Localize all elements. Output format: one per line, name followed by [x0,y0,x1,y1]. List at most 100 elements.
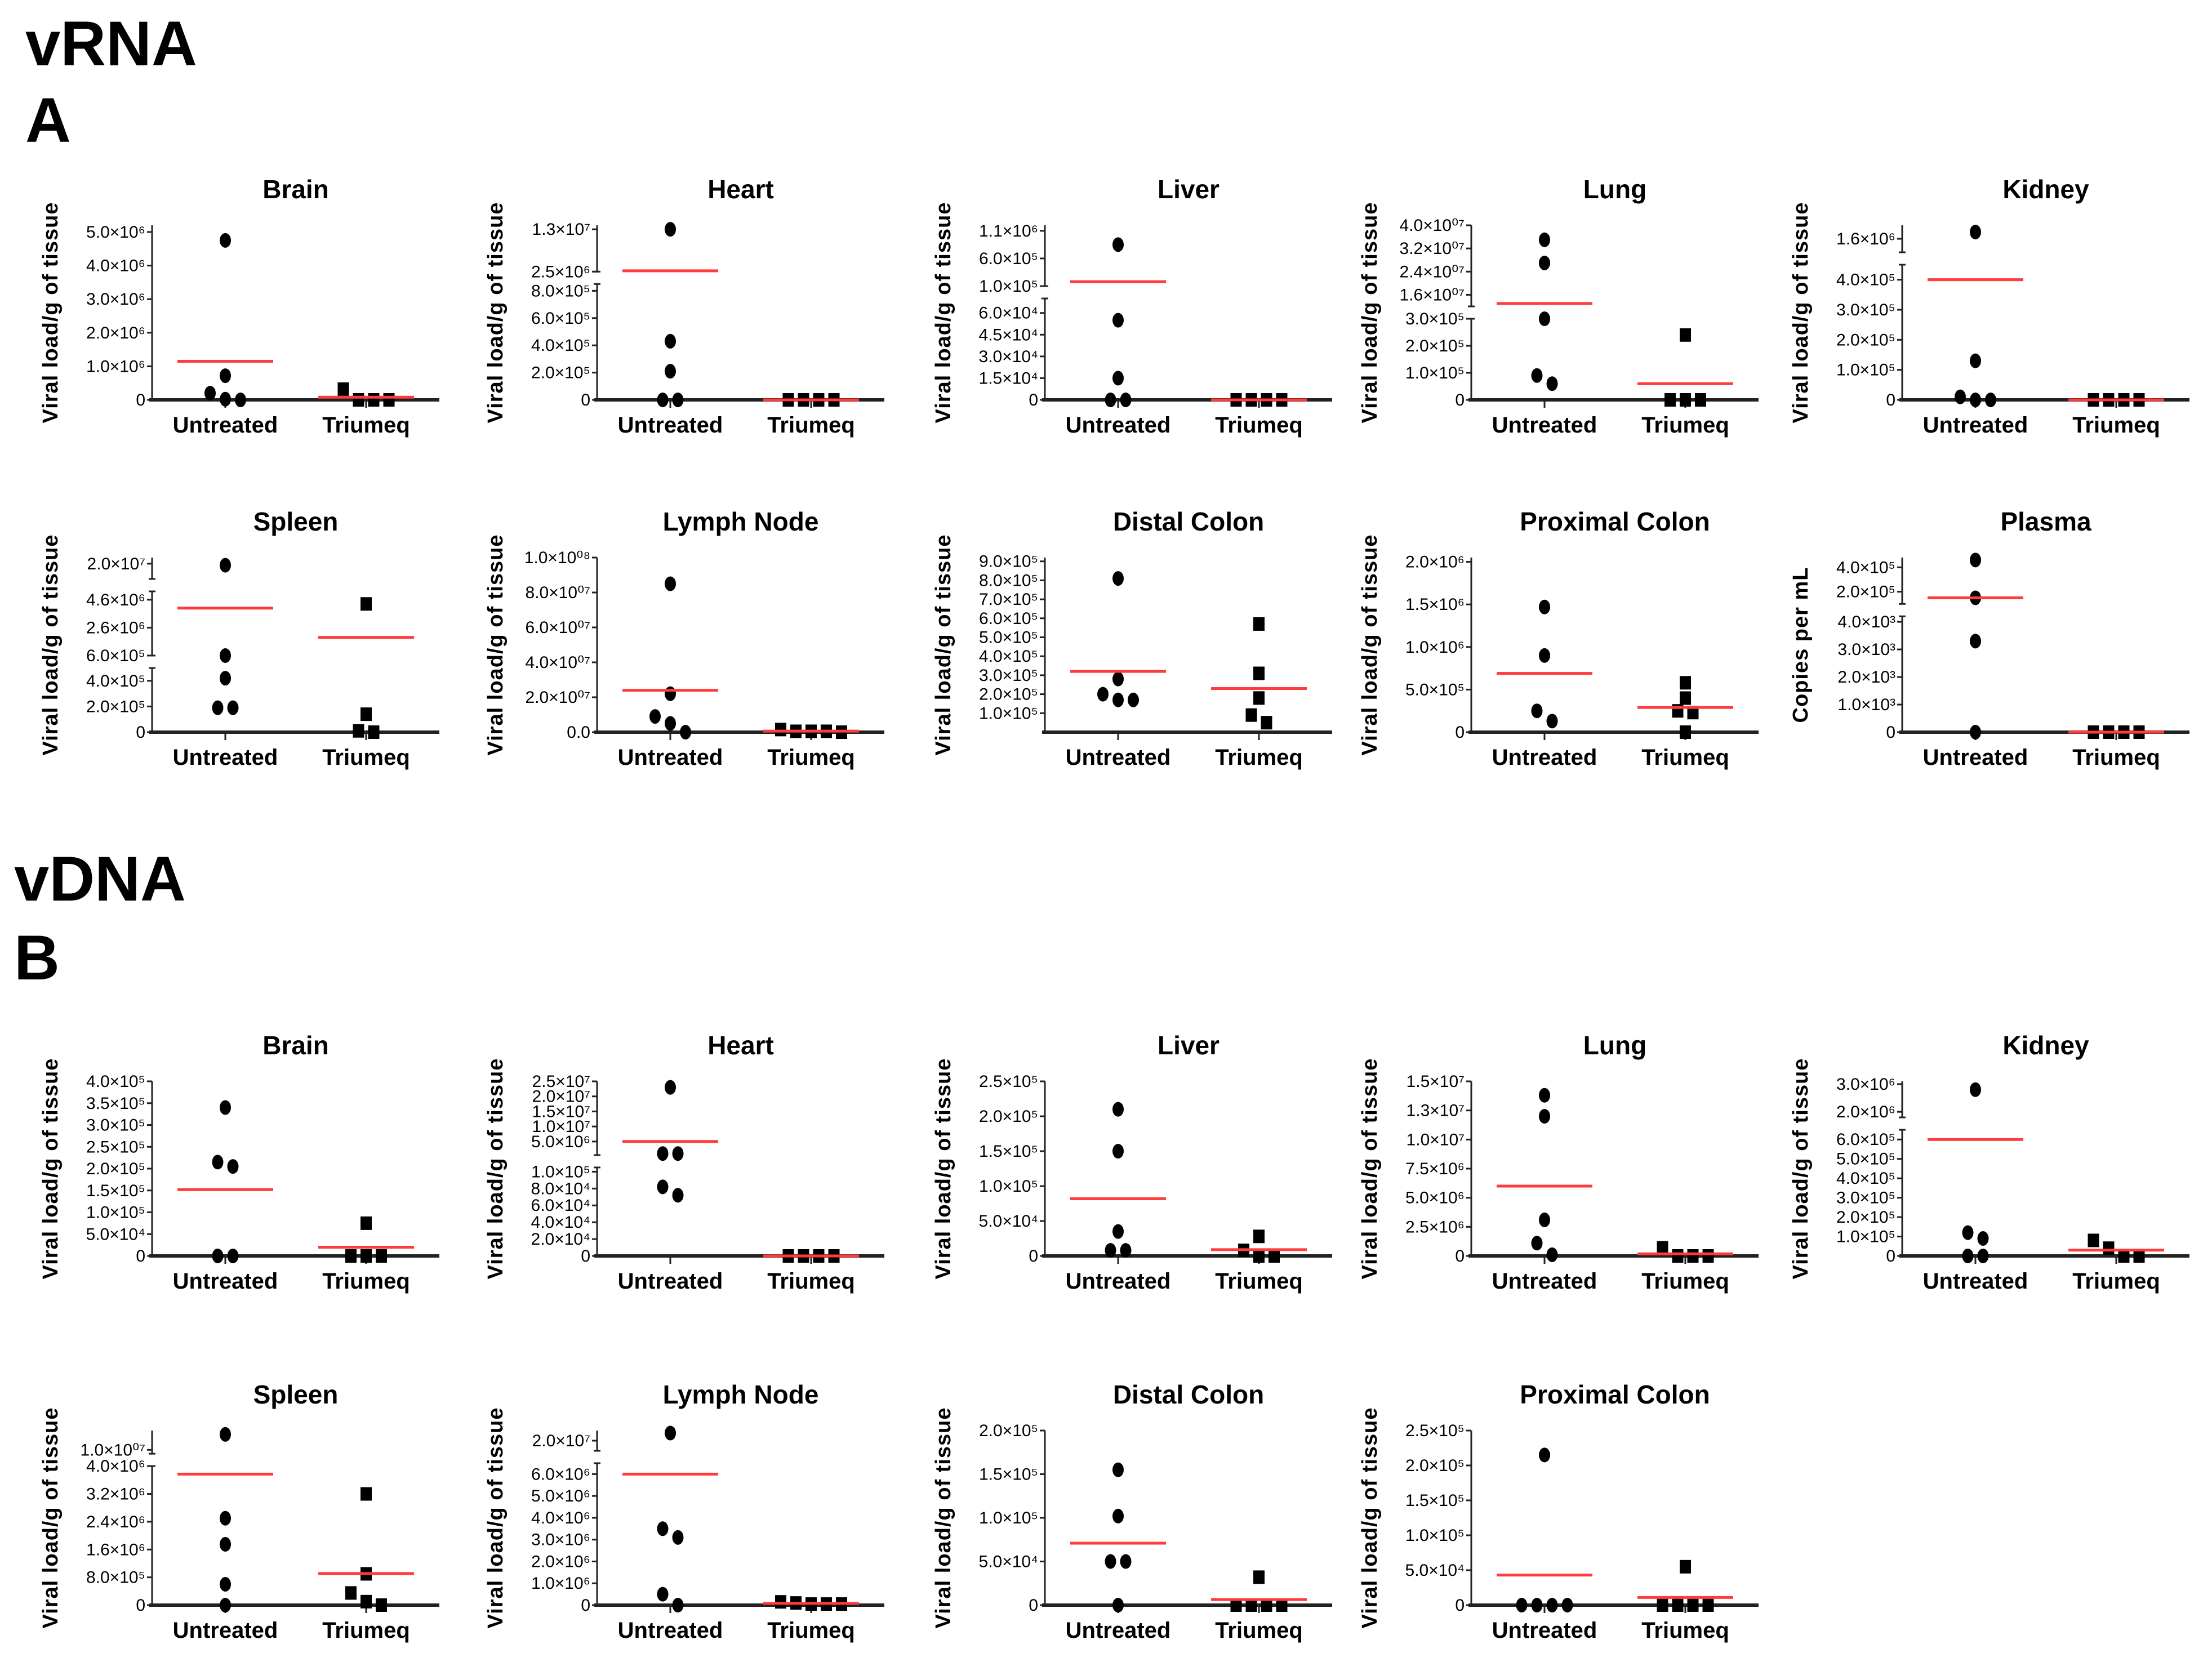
y-tick-label: 1.5×10⁵ [979,1465,1038,1484]
data-point-triumeq [1261,1598,1272,1612]
y-axis-label: Viral load/g of tissue [39,1058,63,1280]
chart-svg: Spleen Viral load/g of tissue 0 2.0×10⁵ 4.0×… [39,507,439,770]
y-tick-label: 7.0×10⁵ [979,590,1038,609]
data-point-untreated [1539,1212,1550,1227]
y-tick-label: 0 [1886,391,1895,409]
data-point-untreated [1970,1082,1981,1097]
data-point-untreated [227,1249,239,1263]
y-tick-label: 2.0×10⁵ [1836,331,1895,349]
chart-B-spleen: Spleen Viral load/g of tissue 0 8.0×10⁵ 1.6×… [28,1369,462,1650]
x-category-label: Untreated [1492,1269,1597,1294]
y-tick-label: 1.0×10⁵ [979,277,1038,296]
data-point-triumeq [1657,1241,1668,1255]
data-point-triumeq [1253,666,1265,680]
y-tick-label: 4.0×10⁶ [531,1509,590,1527]
data-point-triumeq [353,393,364,407]
data-point-triumeq [1261,716,1272,730]
y-tick-label: 1.0×10⁶ [86,357,145,376]
y-tick-label: 2.5×10⁶ [531,262,590,281]
y-tick-label: 0 [581,391,590,409]
chart-title: Proximal Colon [1520,1380,1710,1409]
x-category-label: Triumeq [1215,745,1303,770]
data-point-untreated [1531,1236,1543,1251]
data-point-untreated [1112,1598,1124,1612]
y-tick-label: 1.6×10⁶ [1836,230,1895,248]
data-point-triumeq [1687,706,1699,720]
chart-svg: Liver Viral load/g of tissue 0 5.0×10⁴ 1.0×1… [932,1031,1332,1294]
data-point-untreated [1539,1088,1550,1103]
x-category-label: Untreated [1923,745,2028,770]
y-tick-label: 2.0×10⁵ [1405,337,1465,355]
y-tick-label: 8.0×10⁰⁷ [526,583,590,602]
chart-svg: Lymph Node Viral load/g of tissue 0.0 2.0×1… [484,507,884,770]
y-tick-label: 0 [1029,1596,1038,1615]
chart-title: Proximal Colon [1520,507,1710,536]
chart-A-kidney: Kidney Viral load/g of tissue 0 1.0×10⁵ 2.0×… [1778,163,2212,445]
data-point-untreated [1546,376,1558,391]
y-tick-label: 2.0×10⁷ [532,1432,590,1450]
y-axis-label: Copies per mL [1789,567,1813,723]
data-point-untreated [1097,687,1109,702]
y-tick-label: 0 [581,1247,590,1266]
y-tick-label: 3.0×10⁶ [86,290,145,309]
y-tick-label: 2.0×10⁰⁷ [526,688,590,707]
data-point-triumeq [1695,393,1706,407]
y-tick-label: 2.0×10⁵ [86,1160,145,1178]
data-point-untreated [665,333,676,349]
data-point-triumeq [337,382,349,396]
chart-B-heart: Heart Viral load/g of tissue 0 2.0×10⁴ 4.0×1… [473,1019,907,1301]
chart-B-liver: Liver Viral load/g of tissue 0 5.0×10⁴ 1.0×1… [921,1019,1355,1301]
chart-title: Liver [1158,1031,1220,1060]
chart-A-spleen: Spleen Viral load/g of tissue 0 2.0×10⁵ 4.0×… [28,496,462,777]
y-tick-label: 3.0×10⁴ [979,347,1038,366]
x-category-label: Untreated [173,1618,278,1643]
data-point-untreated [665,576,676,591]
data-point-triumeq [1253,691,1265,705]
y-tick-label: 9.0×10⁵ [979,553,1038,571]
data-point-triumeq [1253,1229,1265,1244]
y-tick-label: 4.0×10⁵ [1836,558,1895,577]
chart-title: Plasma [2000,507,2091,536]
data-point-triumeq [1680,328,1691,342]
data-point-untreated [672,1188,684,1203]
y-tick-label: 1.0×10⁵ [1836,361,1895,380]
y-tick-label: 1.0×10⁵ [86,1204,145,1222]
y-tick-label: 1.0×10³ [1837,696,1895,714]
chart-svg: Distal Colon Viral load/g of tissue 0 5.0×1… [932,1380,1332,1643]
y-tick-label: 1.5×10⁶ [1405,595,1465,614]
y-tick-label: 4.0×10⁴ [531,1213,590,1232]
data-point-untreated [665,364,676,379]
chart-B-proximal-colon: Proximal Colon Viral load/g of tissue 0 5.0… [1347,1369,1781,1650]
chart-title: Spleen [253,1380,339,1409]
data-point-untreated [212,700,224,715]
chart-svg: Spleen Viral load/g of tissue 0 8.0×10⁵ 1.6×… [39,1380,439,1643]
y-tick-label: 1.0×10⁵ [531,1162,590,1181]
data-point-untreated [204,386,216,401]
chart-A-brain: Brain Viral load/g of tissue 0 1.0×10⁶ 2.0×1… [28,163,462,445]
y-tick-label: 2.0×10⁶ [531,1552,590,1571]
chart-title: Lung [1583,1031,1646,1060]
y-tick-label: 2.0×10⁴ [531,1230,590,1249]
data-point-untreated [1962,1249,1974,1263]
y-tick-label: 4.0×10³ [1837,613,1895,631]
y-tick-label: 2.4×10⁶ [86,1513,145,1531]
y-tick-label: 3.0×10⁶ [531,1531,590,1549]
y-tick-label: 6.0×10⁴ [531,1196,590,1215]
data-point-untreated [1970,353,1981,368]
y-tick-label: 3.5×10⁵ [86,1094,145,1113]
y-tick-label: 4.0×10⁶ [86,1457,145,1476]
data-point-untreated [657,1521,669,1536]
data-point-untreated [1539,311,1550,326]
y-tick-label: 2.5×10⁷ [532,1072,590,1091]
chart-A-heart: Heart Viral load/g of tissue 0 2.0×10⁵ 4.0×1… [473,163,907,445]
x-category-label: Triumeq [322,1618,410,1643]
x-category-label: Triumeq [1641,413,1729,438]
y-tick-label: 3.0×10⁵ [86,1116,145,1135]
chart-svg: Kidney Viral load/g of tissue 0 1.0×10⁵ 2.0×… [1789,175,2189,438]
data-point-untreated [220,1511,231,1526]
x-category-label: Untreated [173,745,278,770]
chart-B-brain: Brain Viral load/g of tissue 0 5.0×10⁴ 1.0×1… [28,1019,462,1301]
data-point-triumeq [1230,1598,1242,1612]
y-tick-label: 2.0×10⁵ [531,364,590,382]
y-tick-label: 2.0×10⁵ [86,697,145,716]
